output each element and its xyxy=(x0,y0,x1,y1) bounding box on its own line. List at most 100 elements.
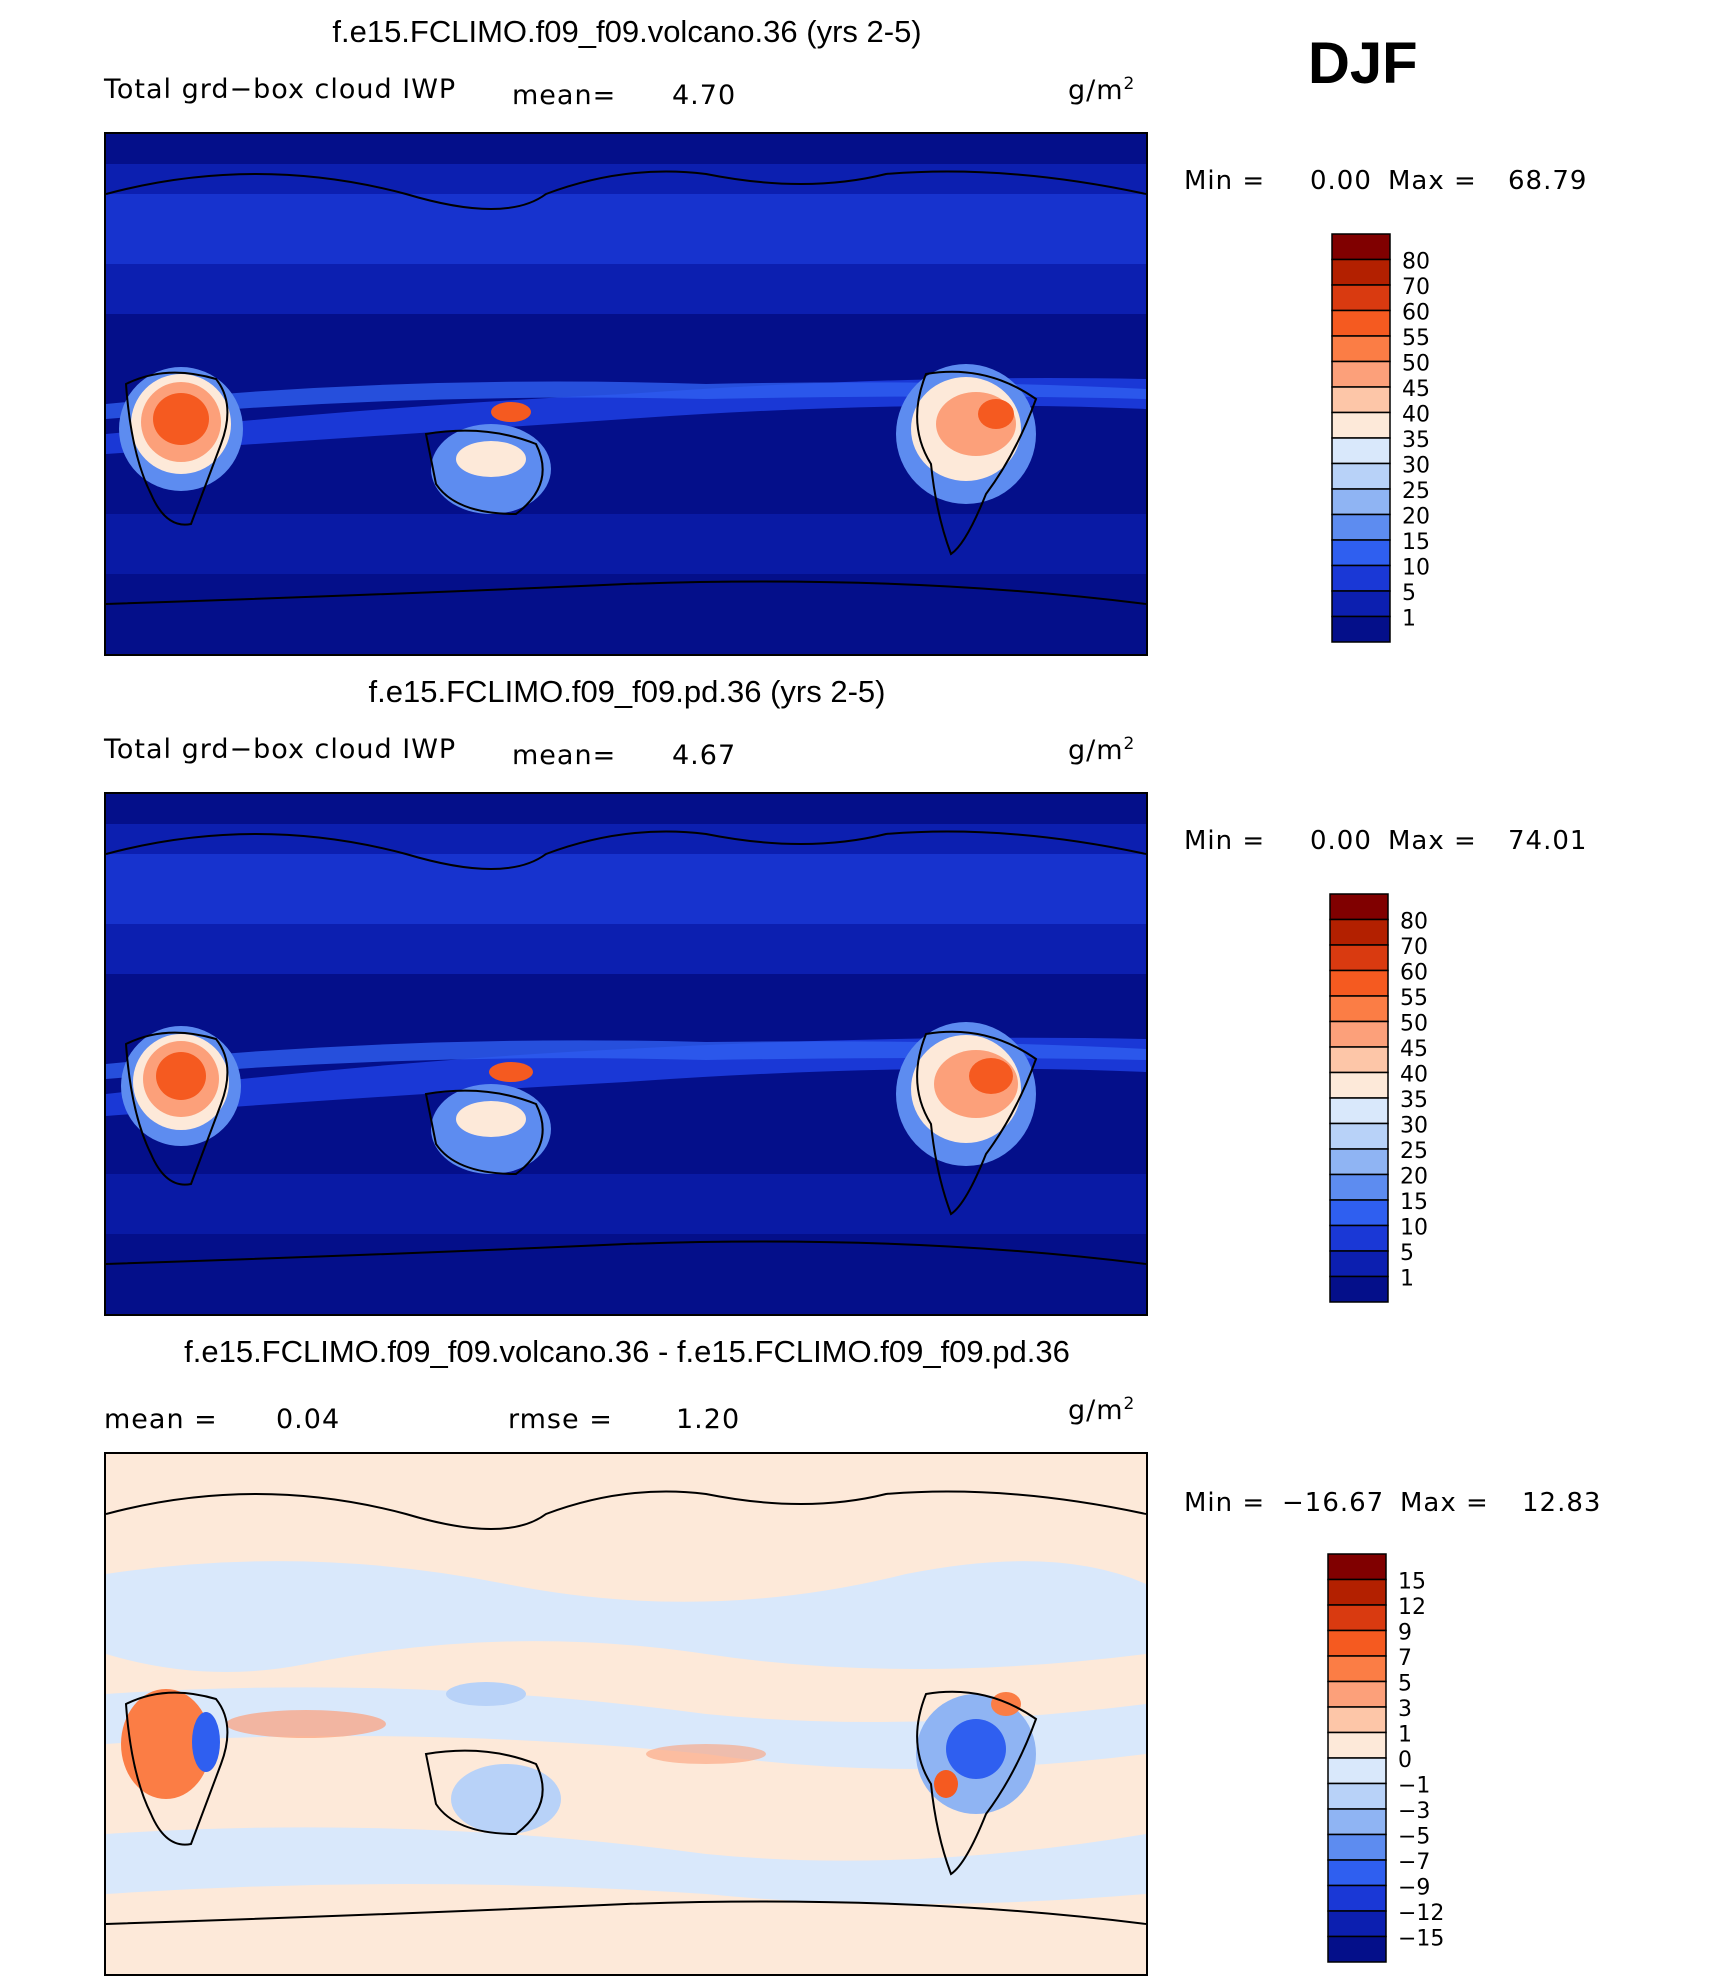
colorbar-swatch xyxy=(1329,1250,1389,1278)
colorbar-swatch xyxy=(1327,1884,1387,1912)
colorbar-label: 1 xyxy=(1400,1267,1414,1292)
season-label: DJF xyxy=(1308,31,1418,96)
colorbar-label: 20 xyxy=(1402,505,1430,530)
colorbar-label: 10 xyxy=(1402,556,1430,581)
colorbar-label: 35 xyxy=(1402,428,1430,453)
panel2-mean-value: 4.67 xyxy=(672,740,737,771)
colorbar-swatch xyxy=(1331,258,1391,286)
colorbar-label: 3 xyxy=(1398,1697,1412,1722)
colorbar-label: 7 xyxy=(1398,1646,1412,1671)
colorbar-swatch xyxy=(1329,1097,1389,1125)
colorbar-swatch xyxy=(1327,1782,1387,1810)
colorbar-label: 60 xyxy=(1402,301,1430,326)
colorbar-label: 5 xyxy=(1400,1241,1414,1266)
colorbar-swatch xyxy=(1327,1604,1387,1632)
colorbar-label: 15 xyxy=(1398,1570,1426,1595)
colorbar-label: 15 xyxy=(1402,530,1430,555)
panel1-variable-label: Total grd−box cloud IWP xyxy=(104,74,457,105)
colorbar-swatch xyxy=(1331,437,1391,465)
colorbar-label: 45 xyxy=(1402,377,1430,402)
panel1-colorbar: 80 70 60 55 50 45 40 35 30 25 20 15 10 5 1 xyxy=(1330,232,1530,657)
colorbar-label: 40 xyxy=(1400,1063,1428,1088)
panel2-units: g/m2 xyxy=(1068,734,1136,766)
colorbar-swatch xyxy=(1327,1578,1387,1606)
colorbar-label: 1 xyxy=(1402,607,1416,632)
colorbar-swatch xyxy=(1327,1833,1387,1861)
panel1-mean-label: mean= xyxy=(512,80,617,111)
colorbar-swatch xyxy=(1329,944,1389,972)
colorbar-swatch xyxy=(1329,1148,1389,1176)
colorbar-swatch xyxy=(1331,309,1391,337)
panel1-max-value: 68.79 xyxy=(1508,166,1588,196)
panel3-map-svg xyxy=(106,1454,1146,1974)
colorbar-label: 50 xyxy=(1402,352,1430,377)
colorbar-label: 1 xyxy=(1398,1723,1412,1748)
colorbar-label: 30 xyxy=(1400,1114,1428,1139)
panel3-title: f.e15.FCLIMO.f09_f09.volcano.36 - f.e15.… xyxy=(184,1334,1070,1369)
colorbar-swatch xyxy=(1331,590,1391,618)
colorbar-swatch xyxy=(1327,1910,1387,1938)
colorbar-swatch xyxy=(1327,1629,1387,1657)
colorbar-swatch xyxy=(1331,615,1391,643)
panel3-min-label: Min = xyxy=(1184,1488,1266,1518)
panel3-rmse-label: rmse = xyxy=(508,1404,613,1435)
panel1-max-label: Max = xyxy=(1388,166,1477,196)
panel2-map-svg xyxy=(106,794,1146,1314)
colorbar-label: 55 xyxy=(1402,326,1430,351)
colorbar-swatch xyxy=(1329,1071,1389,1099)
panel1-map-svg xyxy=(106,134,1146,654)
colorbar-swatch xyxy=(1329,1199,1389,1227)
colorbar-label: 5 xyxy=(1398,1672,1412,1697)
colorbar-swatch xyxy=(1331,462,1391,490)
panel1-mean-value: 4.70 xyxy=(672,80,737,111)
panel1-min-label: Min = xyxy=(1184,166,1266,196)
colorbar-swatch xyxy=(1331,360,1391,388)
colorbar-label: 20 xyxy=(1400,1165,1428,1190)
colorbar-swatch xyxy=(1329,1275,1389,1303)
colorbar-swatch xyxy=(1327,1553,1387,1581)
colorbar-label: 5 xyxy=(1402,581,1416,606)
colorbar-swatch xyxy=(1327,1731,1387,1759)
colorbar-label: −7 xyxy=(1398,1850,1430,1875)
colorbar-label: 60 xyxy=(1400,961,1428,986)
panel2-max-value: 74.01 xyxy=(1508,826,1588,856)
panel3-mean-label: mean = xyxy=(104,1404,218,1435)
colorbar-swatch xyxy=(1327,1935,1387,1963)
colorbar-label: −12 xyxy=(1398,1901,1444,1926)
colorbar-label: 9 xyxy=(1398,1621,1412,1646)
panel1-map xyxy=(104,132,1148,656)
colorbar-label: 80 xyxy=(1402,250,1430,275)
colorbar-label: 50 xyxy=(1400,1012,1428,1037)
colorbar-label: 25 xyxy=(1402,479,1430,504)
colorbar-swatch xyxy=(1331,411,1391,439)
panel2-map xyxy=(104,792,1148,1316)
colorbar-label: 0 xyxy=(1398,1748,1412,1773)
colorbar-swatch xyxy=(1331,386,1391,414)
colorbar-label: 25 xyxy=(1400,1139,1428,1164)
colorbar-swatch xyxy=(1327,1706,1387,1734)
colorbar-label: 45 xyxy=(1400,1037,1428,1062)
panel3-mean-value: 0.04 xyxy=(276,1404,341,1435)
colorbar-swatch xyxy=(1329,995,1389,1023)
panel2-min-value: 0.00 xyxy=(1310,826,1372,856)
colorbar-swatch xyxy=(1331,284,1391,312)
panel1-units: g/m2 xyxy=(1068,74,1136,106)
colorbar-label: 70 xyxy=(1400,935,1428,960)
colorbar-label: 30 xyxy=(1402,454,1430,479)
colorbar-swatch xyxy=(1331,539,1391,567)
colorbar-swatch xyxy=(1327,1808,1387,1836)
colorbar-label: 35 xyxy=(1400,1088,1428,1113)
colorbar-swatch xyxy=(1327,1859,1387,1887)
panel2-mean-label: mean= xyxy=(512,740,617,771)
panel3-min-value: −16.67 xyxy=(1282,1488,1385,1518)
panel2-max-label: Max = xyxy=(1388,826,1477,856)
colorbar-swatch xyxy=(1327,1757,1387,1785)
colorbar-swatch xyxy=(1331,513,1391,541)
panel3-max-label: Max = xyxy=(1400,1488,1489,1518)
colorbar-label: −5 xyxy=(1398,1825,1430,1850)
colorbar-label: −1 xyxy=(1398,1774,1430,1799)
colorbar-swatch xyxy=(1329,1224,1389,1252)
